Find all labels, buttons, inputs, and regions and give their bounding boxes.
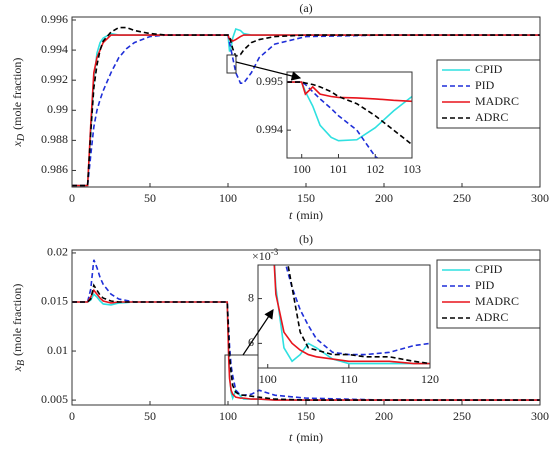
y-multiplier-base: ×10 <box>252 249 271 263</box>
y-tick-label: 0.015 <box>41 294 68 308</box>
y-tick-label: 8 <box>248 290 254 304</box>
x-tick-label: 100 <box>293 162 311 176</box>
y-tick-label: 0.01 <box>47 343 68 357</box>
x-tick-label: 50 <box>144 191 156 205</box>
x-axis-label: t (min) <box>289 430 323 444</box>
x-label-rest: (min) <box>296 430 323 444</box>
plot-area <box>287 81 412 158</box>
series-line <box>273 265 430 365</box>
plot-area <box>273 265 430 365</box>
legend-label: CPID <box>475 62 503 76</box>
chart-title: (b) <box>299 232 313 246</box>
x-tick-label: 100 <box>219 191 237 205</box>
x-tick-label: 150 <box>297 191 315 205</box>
axes-box <box>257 264 431 369</box>
y-tick-label: 0.988 <box>41 132 68 146</box>
series-line <box>72 288 540 401</box>
axes-background <box>287 72 412 158</box>
legend-label: PID <box>475 78 495 92</box>
axes-background <box>258 265 430 368</box>
zoom-arrow <box>242 309 274 356</box>
x-tick-label: 0 <box>69 409 75 423</box>
legend-label: MADRC <box>475 294 519 308</box>
x-tick-label: 300 <box>531 409 549 423</box>
y-axis-label: xD (mole fraction) <box>10 58 28 148</box>
y-tick-label: 0.005 <box>41 392 68 406</box>
legend-label: PID <box>475 278 495 292</box>
y-label-subscript: D <box>16 133 27 142</box>
legend-label: MADRC <box>475 94 519 108</box>
series-line <box>287 265 430 365</box>
series-line <box>287 81 412 146</box>
y-multiplier-exponent: -3 <box>271 247 279 257</box>
x-tick-label: 300 <box>531 191 549 205</box>
x-tick-label: 101 <box>329 162 347 176</box>
chart-title: (a) <box>299 1 312 15</box>
y-axis-label: xB (mole fraction) <box>10 284 28 373</box>
series-line <box>287 81 379 158</box>
x-tick-label: 250 <box>453 409 471 423</box>
x-label-rest: (min) <box>296 208 323 222</box>
axes-box <box>286 71 413 159</box>
y-tick-label: 0.995 <box>256 74 283 88</box>
zoom-box <box>226 54 237 74</box>
y-tick-label: 0.994 <box>256 122 283 136</box>
y-tick-label: 0.994 <box>41 42 68 56</box>
x-tick-label: 120 <box>421 372 439 386</box>
x-tick-label: 50 <box>144 409 156 423</box>
series-line <box>287 81 412 103</box>
legend-label: ADRC <box>475 310 508 324</box>
y-label-rest: (mole fraction) <box>10 284 24 356</box>
y-label-rest: (mole fraction) <box>10 58 24 130</box>
y-label-symbol: x <box>10 140 24 147</box>
x-tick-label: 200 <box>375 409 393 423</box>
y-tick-label: 0.996 <box>41 12 68 26</box>
legend-label: ADRC <box>475 110 508 124</box>
x-tick-label: 100 <box>259 372 277 386</box>
legend-box <box>436 259 541 329</box>
x-tick-label: 0 <box>69 191 75 205</box>
x-tick-label: 100 <box>219 409 237 423</box>
y-tick-label: 0.986 <box>41 162 68 176</box>
x-tick-label: 200 <box>375 191 393 205</box>
y-label-subscript: B <box>16 360 27 366</box>
zoom-arrow <box>235 61 302 81</box>
legend-label: CPID <box>475 262 503 276</box>
x-tick-label: 110 <box>340 372 358 386</box>
series-line <box>285 265 430 356</box>
x-tick-label: 250 <box>453 191 471 205</box>
y-tick-label: 0.02 <box>47 245 68 259</box>
series-line <box>72 283 540 401</box>
series-line <box>72 26 540 187</box>
zoom-box <box>224 354 259 406</box>
y-label-symbol: x <box>10 365 24 372</box>
y-tick-label: 0.99 <box>47 102 68 116</box>
x-tick-label: 103 <box>403 162 421 176</box>
y-multiplier: ×10-3 <box>252 247 279 263</box>
x-label-symbol: t <box>289 430 293 444</box>
plot-area <box>72 26 540 187</box>
x-label-symbol: t <box>289 208 293 222</box>
plot-area <box>72 259 540 401</box>
legend-box <box>436 59 541 129</box>
x-tick-label: 102 <box>366 162 384 176</box>
y-tick-label: 0.992 <box>41 72 68 86</box>
x-axis-label: t (min) <box>289 208 323 222</box>
x-tick-label: 150 <box>297 409 315 423</box>
